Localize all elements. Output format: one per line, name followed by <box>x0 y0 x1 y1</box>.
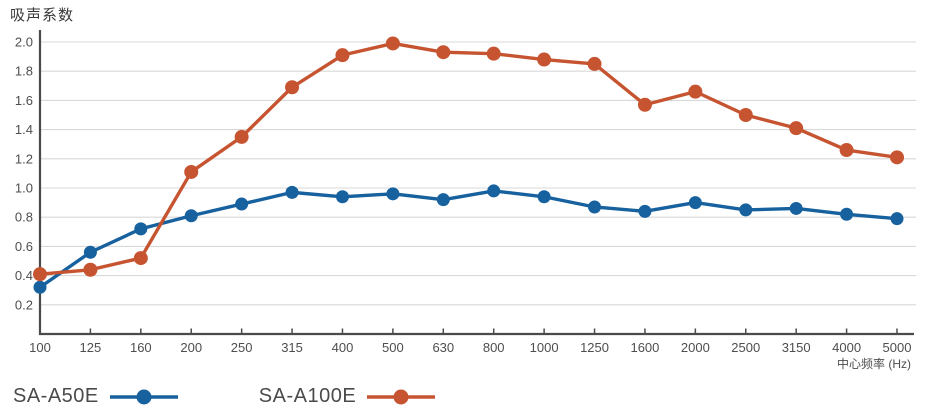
y-tick-label: 1.0 <box>15 181 33 196</box>
x-tick-label: 100 <box>29 340 51 355</box>
data-point-sa-a50e <box>335 190 349 204</box>
data-point-sa-a100e <box>33 267 47 282</box>
x-tick-label: 5000 <box>883 340 912 355</box>
data-point-sa-a50e <box>33 280 47 294</box>
legend-marker-line-dot-icon <box>367 389 436 404</box>
data-point-sa-a50e <box>436 193 450 207</box>
x-tick-label: 160 <box>130 340 152 355</box>
data-point-sa-a100e <box>385 36 400 51</box>
series-line-sa-a50e <box>39 189 898 289</box>
x-tick-label: 250 <box>231 340 253 355</box>
data-point-sa-a50e <box>840 207 854 221</box>
data-point-sa-a50e <box>83 245 97 259</box>
data-point-sa-a100e <box>537 52 552 67</box>
data-point-sa-a50e <box>235 197 249 211</box>
x-tick-label: 2000 <box>681 340 710 355</box>
x-tick-label: 4000 <box>832 340 861 355</box>
x-tick-label: 800 <box>483 340 505 355</box>
x-axis-unit-label: 中心频率 (Hz) <box>837 357 911 371</box>
x-tick-label: 125 <box>80 340 102 355</box>
x-tick-label: 3150 <box>782 340 811 355</box>
data-point-sa-a50e <box>134 222 148 236</box>
data-point-sa-a100e <box>83 262 98 277</box>
legend-marker-line-dot-icon <box>109 389 178 404</box>
legend-item-sa-a50e: SA-A50E <box>13 385 179 408</box>
data-point-sa-a100e <box>335 48 350 63</box>
data-point-sa-a50e <box>184 209 198 223</box>
y-tick-label: 0.8 <box>15 210 33 225</box>
data-point-sa-a50e <box>285 185 299 199</box>
y-tick-label: 1.6 <box>15 93 33 108</box>
data-point-sa-a50e <box>537 190 551 204</box>
y-tick-label: 1.4 <box>15 122 33 137</box>
data-point-sa-a100e <box>738 108 753 122</box>
data-point-sa-a100e <box>587 56 602 71</box>
y-tick-label: 1.2 <box>15 151 33 166</box>
data-point-sa-a100e <box>789 121 804 136</box>
data-point-sa-a50e <box>688 196 702 210</box>
data-point-sa-a50e <box>487 184 501 198</box>
data-point-sa-a100e <box>688 84 703 99</box>
y-tick-label: 0.2 <box>15 297 33 312</box>
x-tick-label: 630 <box>432 340 454 355</box>
data-point-sa-a50e <box>588 200 602 214</box>
legend-label-sa-a100e: SA-A100E <box>258 385 357 407</box>
x-tick-label: 400 <box>332 340 354 355</box>
series-line-sa-a100e <box>39 41 898 276</box>
y-tick-label: 1.8 <box>15 64 33 79</box>
data-point-sa-a100e <box>486 46 501 61</box>
y-tick-label: 0.6 <box>15 239 33 254</box>
data-point-sa-a100e <box>285 80 300 95</box>
data-point-sa-a100e <box>839 143 854 158</box>
data-point-sa-a50e <box>638 204 652 218</box>
y-tick-label: 0.4 <box>15 268 33 283</box>
data-point-sa-a100e <box>436 45 451 60</box>
x-tick-label: 500 <box>382 340 404 355</box>
x-tick-label: 1000 <box>530 340 559 355</box>
data-point-sa-a50e <box>739 203 753 217</box>
data-point-sa-a100e <box>184 164 199 179</box>
data-point-sa-a100e <box>234 129 249 144</box>
x-tick-label: 1600 <box>630 340 659 355</box>
data-point-sa-a100e <box>637 97 652 112</box>
data-point-sa-a50e <box>386 187 400 201</box>
plot-area: 0.2 0.4 0.6 0.8 1.0 1.2 1.4 1.6 1.8 2.0 100 125 160 2… <box>15 30 916 355</box>
data-point-sa-a100e <box>890 150 904 165</box>
legend-item-sa-a100e: SA-A100E <box>259 385 436 408</box>
data-point-sa-a50e <box>789 201 803 215</box>
data-point-sa-a100e <box>133 251 148 266</box>
x-tick-label: 2500 <box>731 340 760 355</box>
y-axis-title: 吸声系数 <box>10 7 75 24</box>
x-tick-label: 315 <box>281 340 303 355</box>
x-tick-label: 1250 <box>580 340 609 355</box>
legend: SA-A50E SA-A100E <box>13 385 436 408</box>
y-tick-label: 2.0 <box>15 35 33 50</box>
legend-label-sa-a50e: SA-A50E <box>13 385 99 407</box>
data-point-sa-a50e <box>890 212 904 226</box>
x-tick-label: 200 <box>180 340 202 355</box>
